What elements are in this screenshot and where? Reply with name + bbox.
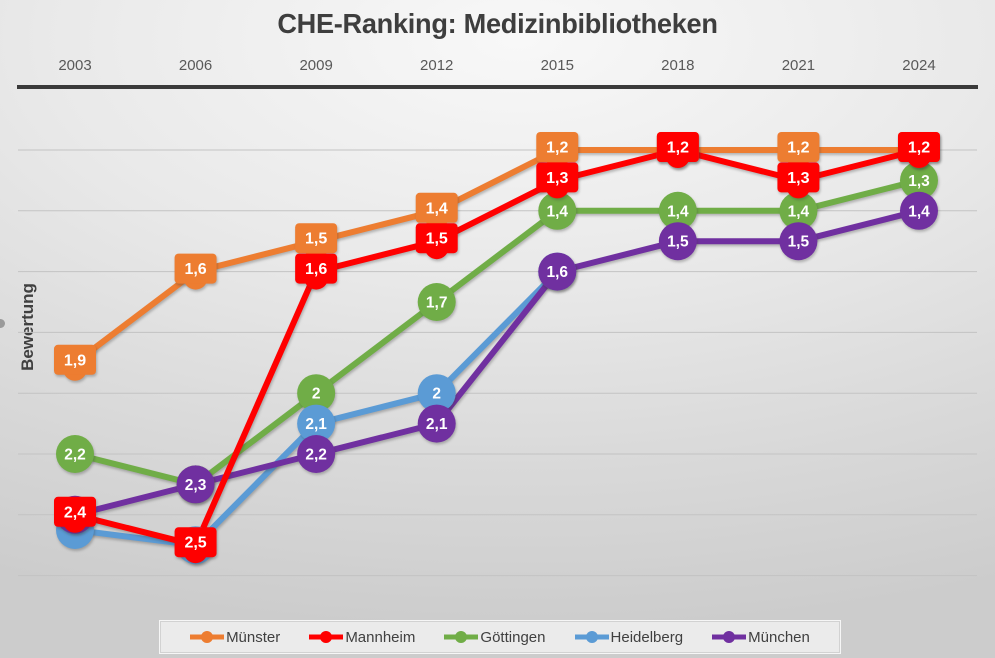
legend-item-München[interactable]: München (712, 629, 810, 646)
marker-Mannheim-2009: 1,6 (295, 253, 338, 290)
legend-swatch-Göttingen (444, 631, 479, 643)
marker-Mannheim-2003: 2,4 (54, 496, 96, 533)
svg-text:1,4: 1,4 (546, 203, 568, 220)
svg-text:1,5: 1,5 (788, 234, 810, 251)
marker-Mannheim-2006: 2,5 (174, 527, 217, 564)
marker-München-2024: 1,4 (899, 191, 938, 230)
svg-text:2: 2 (312, 386, 321, 403)
svg-text:1,4: 1,4 (788, 203, 810, 220)
chart-title: CHE-Ranking: Medizinbibliotheken (277, 8, 718, 39)
svg-text:2: 2 (432, 386, 441, 403)
marker-Göttingen-2003: 2,2 (56, 435, 94, 473)
svg-text:1,5: 1,5 (426, 231, 448, 248)
legend-item-Heidelberg[interactable]: Heidelberg (574, 628, 684, 646)
marker-München-2012: 2,1 (417, 404, 456, 443)
marker-Münster-2006: 1,6 (174, 253, 217, 290)
svg-text:2,1: 2,1 (426, 416, 448, 433)
marker-Münster-2015: 1,2 (536, 132, 579, 168)
legend-swatch-Mannheim (309, 631, 344, 643)
marker-München-2009: 2,2 (297, 435, 336, 473)
marker-Mannheim-2021: 1,3 (777, 162, 820, 199)
marker-Göttingen-2018: 1,4 (658, 191, 697, 230)
svg-text:1,5: 1,5 (667, 234, 689, 251)
series-line-Göttingen (72, 177, 922, 488)
svg-text:1,2: 1,2 (667, 140, 689, 157)
marker-Münster-2021: 1,2 (777, 132, 820, 168)
svg-text:1,6: 1,6 (546, 264, 568, 281)
svg-text:2,4: 2,4 (64, 504, 86, 521)
legend-label: Mannheim (345, 628, 416, 646)
marker-Mannheim-2015: 1,3 (536, 162, 579, 199)
legend-swatch-Münster (190, 631, 225, 643)
legend-label: Göttingen (480, 628, 546, 646)
gridlines (18, 149, 977, 577)
svg-text:1,4: 1,4 (908, 203, 930, 220)
svg-text:2,5: 2,5 (184, 535, 206, 552)
marker-Münster-2003: 1,9 (54, 344, 96, 381)
legend-item-Göttingen[interactable]: Göttingen (444, 629, 545, 646)
svg-text:1,9: 1,9 (64, 352, 86, 369)
legend-label: Münster (226, 628, 281, 646)
legend-swatch-München (712, 631, 747, 643)
marker-Göttingen-2015: 1,4 (538, 191, 577, 230)
svg-text:2,1: 2,1 (305, 416, 327, 433)
x-tick-2021: 2021 (781, 57, 816, 74)
svg-text:1,6: 1,6 (184, 261, 206, 278)
x-tick-2009: 2009 (299, 57, 333, 74)
svg-text:2,2: 2,2 (64, 447, 86, 464)
marker-Mannheim-2012: 1,5 (415, 223, 458, 260)
marker-Göttingen-2012: 1,7 (417, 283, 456, 321)
svg-text:1,6: 1,6 (305, 261, 327, 278)
x-tick-2012: 2012 (420, 57, 454, 74)
legend-box: Münster Mannheim Göttingen Heidelberg Münche… (159, 620, 841, 654)
marker-München-2015: 1,6 (538, 252, 577, 291)
legend-label: Heidelberg (610, 628, 684, 646)
svg-text:1,4: 1,4 (426, 200, 448, 217)
svg-text:1,2: 1,2 (908, 140, 930, 157)
x-tick-2024: 2024 (902, 57, 936, 74)
legend-item-Mannheim[interactable]: Mannheim (309, 629, 415, 646)
svg-text:1,3: 1,3 (546, 170, 568, 187)
y-axis-tick-dot (0, 319, 5, 328)
marker-Münster-2009: 1,5 (295, 223, 338, 260)
svg-text:1,2: 1,2 (787, 140, 809, 157)
marker-Göttingen-2024: 1,3 (899, 161, 938, 200)
svg-text:2,2: 2,2 (305, 447, 327, 464)
svg-text:1,5: 1,5 (305, 231, 327, 248)
marker-Göttingen-2021: 1,4 (779, 191, 818, 230)
marker-Münster-2012: 1,4 (415, 192, 458, 229)
marker-Göttingen-2009: 2 (297, 374, 336, 413)
marker-Mannheim-2018: 1,2 (656, 132, 699, 168)
marker-Heidelberg-2012: 2 (417, 374, 456, 413)
svg-text:1,4: 1,4 (667, 203, 689, 220)
svg-text:1,7: 1,7 (426, 295, 448, 312)
x-tick-2015: 2015 (540, 57, 574, 74)
legend-item-Münster[interactable]: Münster (190, 629, 280, 646)
marker-Heidelberg-2009: 2,1 (297, 404, 336, 443)
x-axis-year-labels: 2003 2006 2009 2012 2015 2018 2021 2024 (0, 57, 995, 77)
x-tick-2018: 2018 (661, 57, 695, 74)
svg-text:1,2: 1,2 (546, 140, 568, 157)
svg-text:2,3: 2,3 (185, 477, 207, 494)
legend-label: München (748, 628, 810, 646)
series-line-München (72, 207, 922, 518)
x-tick-2006: 2006 (178, 57, 213, 74)
svg-text:1,3: 1,3 (787, 170, 809, 187)
x-axis-rule (17, 85, 978, 89)
marker-München-2021: 1,5 (779, 222, 818, 261)
marker-München-2006: 2,3 (176, 465, 215, 504)
legend-swatch-Heidelberg (574, 631, 609, 643)
marker-München-2018: 1,5 (658, 222, 697, 261)
svg-text:1,3: 1,3 (908, 173, 930, 190)
x-tick-2003: 2003 (58, 57, 92, 74)
marker-Mannheim-2024: 1,2 (897, 132, 940, 168)
